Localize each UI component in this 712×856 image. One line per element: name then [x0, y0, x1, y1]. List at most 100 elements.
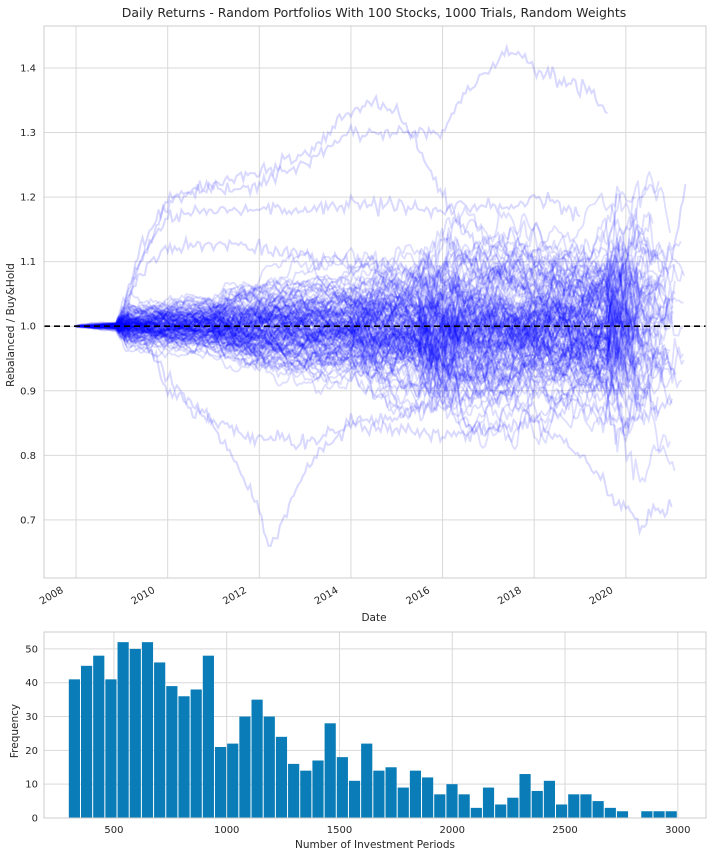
- histogram-bar: [665, 811, 677, 818]
- series-line: [101, 287, 684, 373]
- y-tick-label: 1.4: [20, 63, 36, 74]
- series-line: [84, 304, 674, 433]
- series-line: [98, 296, 609, 434]
- series-line: [100, 281, 641, 391]
- line-chart-frame: [43, 25, 707, 579]
- histogram-bar: [251, 699, 263, 818]
- line-chart-ylabel: Rebalanced / Buy&Hold: [5, 263, 17, 387]
- series-line: [77, 246, 670, 347]
- histogram-bar: [434, 794, 446, 818]
- histogram-bar: [409, 770, 422, 818]
- histogram-bar: [592, 801, 604, 818]
- series-line: [93, 260, 606, 358]
- series-line: [91, 262, 625, 373]
- series-line: [78, 301, 673, 364]
- histogram-bar: [482, 787, 495, 818]
- histogram-bar: [239, 716, 251, 818]
- histogram-bar: [543, 780, 556, 818]
- series-line: [89, 284, 631, 381]
- line-chart-xlabel: Date: [361, 612, 386, 624]
- series-line: [96, 254, 625, 369]
- series-line: [91, 321, 652, 397]
- series-line: [95, 264, 661, 409]
- series-line: [99, 312, 639, 419]
- series-line: [92, 317, 613, 396]
- series-line: [98, 211, 682, 335]
- histogram-bar: [568, 794, 580, 818]
- series-line: [75, 219, 622, 361]
- series-line: [91, 211, 654, 334]
- series-line: [89, 270, 645, 353]
- series-line: [94, 261, 641, 387]
- series-line: [79, 282, 628, 379]
- series-line: [99, 185, 636, 374]
- y-tick-label: 20: [25, 746, 38, 757]
- series-line: [84, 246, 654, 337]
- series-line: [100, 231, 629, 342]
- y-tick-label: 1.1: [20, 257, 36, 268]
- histogram-bar: [117, 642, 129, 818]
- x-tick-label: 3000: [665, 825, 690, 836]
- series-line: [92, 246, 639, 378]
- series-line: [77, 262, 671, 373]
- x-tick-label: 500: [104, 825, 123, 836]
- series-line: [104, 235, 684, 418]
- series-line: [91, 278, 631, 381]
- series-line: [75, 280, 625, 368]
- series-line: [85, 300, 628, 385]
- histogram-bar: [641, 811, 653, 818]
- histogram-bar: [507, 797, 519, 818]
- series-line: [82, 244, 661, 352]
- histogram-ylabel: Frequency: [9, 704, 21, 758]
- line-chart: Daily Returns - Random Portfolios With 1…: [5, 5, 707, 624]
- histogram-frame: [43, 631, 707, 819]
- histogram-xlabel: Number of Investment Periods: [295, 839, 455, 851]
- histogram-bar: [312, 760, 324, 818]
- series-line: [79, 223, 685, 366]
- series-line: [86, 274, 644, 370]
- series-line: [84, 313, 624, 419]
- histogram-bar: [129, 648, 141, 818]
- series-line: [97, 302, 685, 383]
- y-tick-label: 1.0: [20, 322, 36, 333]
- series-line: [82, 274, 632, 370]
- histogram-bar: [166, 686, 178, 818]
- histogram-bar: [288, 763, 300, 818]
- histogram-bar: [373, 770, 385, 818]
- series-line: [83, 313, 610, 393]
- series-line: [92, 310, 621, 417]
- histogram-bar: [361, 743, 373, 818]
- series-line: [79, 289, 609, 372]
- series-line: [79, 246, 658, 359]
- series-line: [93, 238, 626, 381]
- series-line: [75, 294, 661, 360]
- series-line: [82, 296, 666, 419]
- x-tick-label: 2020: [588, 585, 616, 607]
- series-line: [95, 300, 612, 370]
- line-chart-y-ticks: 0.7 0.8 0.9 1.0 1.1 1.2 1.3 1.4: [20, 63, 36, 526]
- histogram-bar: [154, 662, 166, 818]
- series-line: [88, 252, 676, 374]
- x-tick-label: 2000: [440, 825, 465, 836]
- series-line: [86, 300, 622, 400]
- y-tick-label: 0: [32, 814, 38, 825]
- x-tick-label: 2012: [221, 585, 249, 607]
- series-line: [75, 264, 633, 380]
- series-line: [96, 293, 674, 420]
- series-line: [76, 250, 640, 391]
- series-line: [99, 275, 614, 361]
- series-line: [79, 277, 628, 408]
- series-line: [75, 248, 670, 393]
- series-line: [93, 205, 624, 334]
- y-tick-label: 10: [25, 780, 38, 791]
- series-line: [83, 207, 655, 358]
- series-line: [116, 43, 609, 327]
- y-tick-label: 1.3: [20, 128, 36, 139]
- series-line: [98, 278, 613, 369]
- series-line: [74, 314, 605, 378]
- series-line: [83, 251, 665, 355]
- series-line: [79, 213, 656, 352]
- series-line: [85, 275, 605, 393]
- series-line: [116, 322, 673, 537]
- histogram-bar: [470, 807, 482, 818]
